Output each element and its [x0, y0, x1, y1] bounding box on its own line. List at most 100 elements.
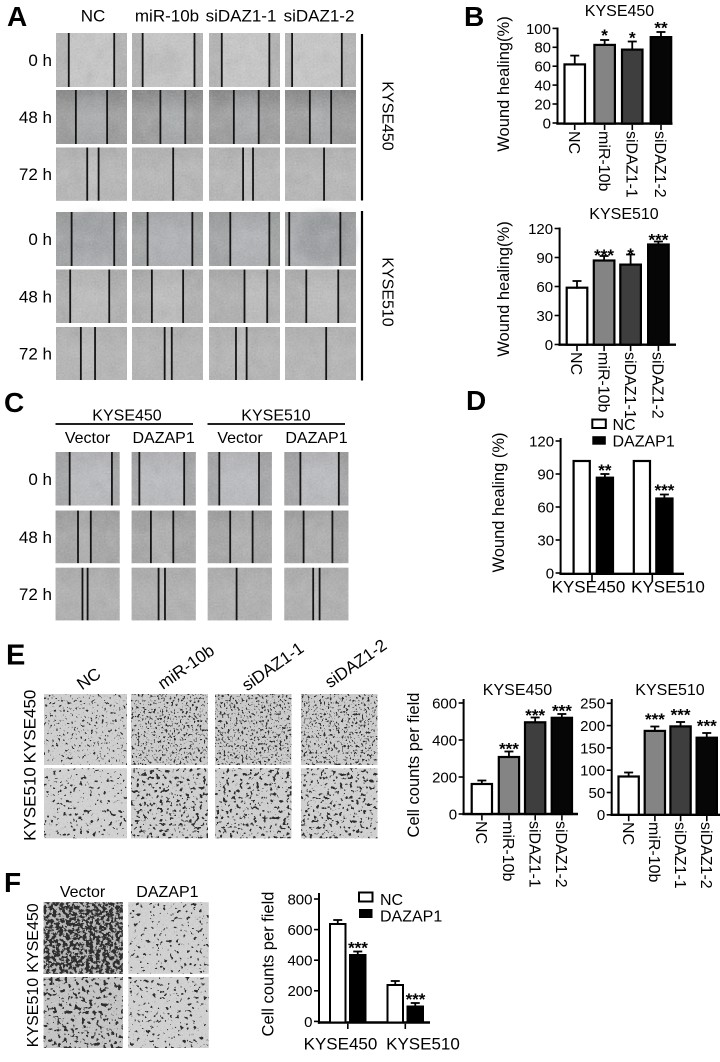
svg-text:D: D	[466, 385, 486, 416]
svg-text:72 h: 72 h	[19, 345, 52, 364]
svg-text:siDAZ1-2: siDAZ1-2	[284, 7, 355, 26]
svg-text:DAZAP1: DAZAP1	[380, 909, 442, 926]
svg-text:90: 90	[537, 466, 554, 483]
svg-text:60: 60	[537, 499, 554, 516]
svg-text:F: F	[4, 867, 21, 898]
svg-text:miR-10b: miR-10b	[154, 641, 218, 693]
svg-text:150: 150	[580, 740, 605, 757]
svg-text:KYSE510: KYSE510	[379, 257, 396, 326]
svg-text:0: 0	[543, 115, 551, 132]
svg-text:600: 600	[287, 922, 312, 939]
svg-text:NC: NC	[73, 664, 104, 694]
svg-text:50: 50	[589, 785, 606, 802]
svg-text:miR-10b: miR-10b	[595, 131, 612, 192]
svg-text:B: B	[464, 1, 484, 32]
svg-text:**: **	[654, 19, 668, 38]
svg-text:0 h: 0 h	[28, 51, 52, 70]
svg-text:KYSE450: KYSE450	[25, 903, 42, 972]
svg-text:miR-10b: miR-10b	[135, 7, 199, 26]
svg-text:siDAZ1-2: siDAZ1-2	[697, 822, 714, 889]
svg-text:***: ***	[594, 246, 614, 265]
svg-text:48 h: 48 h	[19, 528, 52, 547]
svg-text:siDAZ1-1: siDAZ1-1	[671, 822, 688, 889]
svg-text:A: A	[7, 1, 27, 32]
svg-text:***: ***	[552, 702, 572, 721]
svg-text:250: 250	[580, 696, 605, 713]
svg-text:siDAZ1-2: siDAZ1-2	[552, 821, 569, 888]
svg-text:90: 90	[536, 250, 553, 267]
svg-text:KYSE450: KYSE450	[379, 81, 396, 150]
svg-text:***: ***	[697, 717, 717, 736]
svg-text:60: 60	[536, 279, 553, 296]
svg-text:KYSE450: KYSE450	[585, 3, 654, 20]
svg-text:48 h: 48 h	[19, 108, 52, 127]
svg-text:***: ***	[525, 706, 545, 725]
svg-text:***: ***	[406, 990, 426, 1009]
svg-text:120: 120	[529, 433, 554, 450]
svg-text:400: 400	[432, 732, 457, 749]
svg-text:KYSE510: KYSE510	[25, 978, 42, 1047]
svg-text:60: 60	[534, 59, 551, 76]
svg-text:Wound healing (%): Wound healing (%)	[490, 432, 508, 572]
svg-text:DAZAP1: DAZAP1	[136, 884, 198, 901]
svg-text:0: 0	[449, 806, 457, 823]
svg-text:siDAZ1-1: siDAZ1-1	[621, 352, 638, 419]
svg-text:200: 200	[287, 983, 312, 1000]
svg-text:NC: NC	[567, 352, 584, 375]
svg-text:0: 0	[597, 807, 605, 824]
svg-text:0: 0	[546, 565, 554, 582]
svg-text:0 h: 0 h	[28, 470, 52, 489]
svg-text:KYSE450: KYSE450	[552, 578, 626, 597]
svg-text:miR-10b: miR-10b	[645, 822, 662, 883]
svg-text:KYSE450: KYSE450	[304, 1035, 378, 1054]
svg-text:NC: NC	[613, 417, 636, 434]
svg-text:40: 40	[534, 78, 551, 95]
svg-text:KYSE510: KYSE510	[589, 206, 658, 223]
svg-text:siDAZ1-2: siDAZ1-2	[321, 636, 390, 692]
svg-text:DAZAP1: DAZAP1	[285, 430, 347, 447]
svg-text:siDAZ1-1: siDAZ1-1	[525, 821, 542, 888]
svg-text:30: 30	[536, 308, 553, 325]
svg-text:0 h: 0 h	[28, 230, 52, 249]
svg-text:***: ***	[648, 231, 668, 250]
svg-text:***: ***	[654, 481, 674, 500]
svg-text:800: 800	[287, 891, 312, 908]
svg-text:DAZAP1: DAZAP1	[132, 430, 194, 447]
svg-text:Vector: Vector	[60, 884, 106, 901]
svg-text:120: 120	[528, 221, 553, 238]
svg-text:200: 200	[580, 718, 605, 735]
svg-text:NC: NC	[472, 821, 489, 844]
svg-text:30: 30	[537, 532, 554, 549]
svg-text:NC: NC	[380, 892, 403, 909]
svg-text:72 h: 72 h	[19, 165, 52, 184]
svg-text:KYSE510: KYSE510	[386, 1035, 460, 1054]
svg-text:Cell counts per field: Cell counts per field	[260, 892, 278, 1037]
svg-text:siDAZ1-1: siDAZ1-1	[623, 131, 640, 198]
svg-text:siDAZ1-2: siDAZ1-2	[649, 352, 666, 419]
svg-text:KYSE510: KYSE510	[635, 682, 704, 699]
svg-text:*: *	[601, 26, 608, 45]
svg-text:80: 80	[534, 40, 551, 57]
svg-text:***: ***	[645, 710, 665, 729]
svg-text:siDAZ1-2: siDAZ1-2	[651, 131, 668, 198]
svg-text:Vector: Vector	[65, 430, 111, 447]
svg-text:***: ***	[348, 939, 368, 958]
svg-text:0: 0	[304, 1014, 312, 1031]
svg-text:***: ***	[671, 706, 691, 725]
svg-text:KYSE510: KYSE510	[631, 578, 705, 597]
svg-text:72 h: 72 h	[19, 585, 52, 604]
svg-text:E: E	[6, 640, 25, 672]
svg-text:Cell counts per field: Cell counts per field	[405, 693, 423, 838]
svg-text:NC: NC	[565, 131, 582, 154]
svg-text:NC: NC	[619, 822, 636, 845]
svg-text:KYSE450: KYSE450	[483, 682, 552, 699]
svg-text:Wound healing(%): Wound healing(%)	[495, 16, 513, 151]
svg-text:20: 20	[534, 96, 551, 113]
svg-text:Vector: Vector	[217, 430, 263, 447]
svg-text:Wound healing(%): Wound healing(%)	[495, 221, 513, 356]
svg-text:miR-10b: miR-10b	[594, 352, 611, 413]
svg-text:100: 100	[526, 21, 551, 38]
svg-text:***: ***	[499, 740, 519, 759]
svg-text:KYSE450: KYSE450	[92, 408, 161, 425]
svg-text:100: 100	[580, 763, 605, 780]
